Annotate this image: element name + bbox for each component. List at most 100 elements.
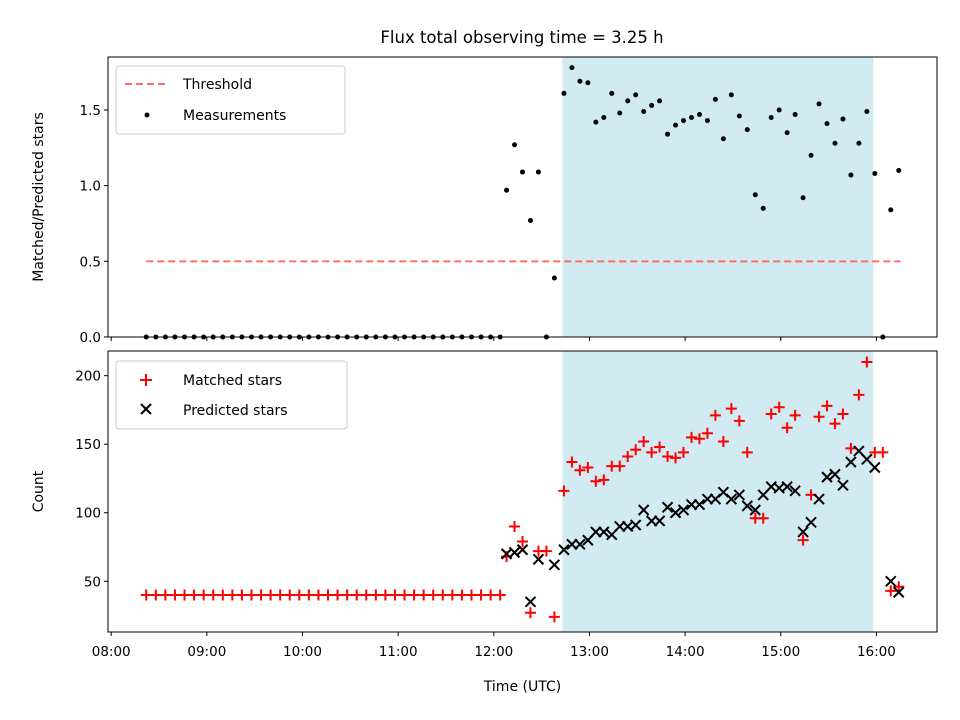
measurements-point bbox=[761, 206, 766, 211]
matched-stars-point bbox=[877, 447, 888, 458]
bottom-x-axis-ticks: 08:00 09:00 10:00 11:00 12:00 13:00 14:00 15:00… bbox=[92, 632, 896, 660]
x-tick-label: 16:00 bbox=[857, 644, 896, 660]
matched-stars-point bbox=[313, 589, 324, 600]
measurements-point bbox=[536, 170, 541, 175]
x-tick-label: 11:00 bbox=[379, 644, 418, 660]
legend-predicted-label: Predicted stars bbox=[183, 403, 288, 419]
y-tick-label: 1.0 bbox=[80, 179, 101, 195]
measurements-point bbox=[713, 97, 718, 102]
matched-stars-point bbox=[227, 589, 238, 600]
top-panel: 0.00.51.01.5 Matched/Predicted stars Thr… bbox=[31, 57, 937, 346]
matched-stars-point bbox=[284, 589, 295, 600]
measurements-point bbox=[585, 80, 590, 85]
measurements-point bbox=[577, 79, 582, 84]
predicted-stars-point bbox=[886, 576, 896, 586]
top-y-axis-ticks: 0.0 0.5 1.0 1.5 bbox=[80, 103, 108, 346]
measurements-point bbox=[705, 118, 710, 123]
measurements-point bbox=[824, 121, 829, 126]
legend-matched-label: Matched stars bbox=[183, 373, 282, 389]
measurements-point bbox=[625, 98, 630, 103]
y-tick-label: 50 bbox=[84, 574, 101, 590]
measurements-point bbox=[721, 136, 726, 141]
measurements-point bbox=[593, 120, 598, 125]
matched-stars-point bbox=[342, 589, 353, 600]
matched-stars-point bbox=[361, 589, 372, 600]
matched-stars-point bbox=[549, 611, 560, 622]
matched-stars-point bbox=[509, 521, 520, 532]
measurements-point bbox=[617, 111, 622, 116]
measurements-point bbox=[769, 115, 774, 120]
measurements-point bbox=[729, 92, 734, 97]
x-tick-label: 14:00 bbox=[666, 644, 705, 660]
predicted-stars-point bbox=[549, 560, 559, 570]
measurements-point bbox=[777, 107, 782, 112]
measurements-point bbox=[896, 168, 901, 173]
measurements-point bbox=[785, 130, 790, 135]
legend-measurements-label: Measurements bbox=[183, 108, 286, 124]
x-tick-label: 15:00 bbox=[761, 644, 800, 660]
measurements-point bbox=[641, 109, 646, 114]
matched-stars-point bbox=[332, 589, 343, 600]
x-axis-label: Time (UTC) bbox=[483, 679, 561, 695]
x-tick-label: 12:00 bbox=[474, 644, 513, 660]
matched-stars-point bbox=[370, 589, 381, 600]
y-tick-label: 100 bbox=[75, 506, 101, 522]
y-tick-label: 0.0 bbox=[80, 330, 101, 346]
measurements-point bbox=[809, 153, 814, 158]
matched-stars-point bbox=[456, 589, 467, 600]
measurements-point bbox=[864, 109, 869, 114]
matched-stars-point bbox=[169, 589, 180, 600]
measurements-point bbox=[832, 141, 837, 146]
y-tick-label: 1.5 bbox=[80, 103, 101, 119]
matched-stars-point bbox=[447, 589, 458, 600]
measurements-point bbox=[657, 98, 662, 103]
matched-stars-point bbox=[179, 589, 190, 600]
measurements-point bbox=[872, 171, 877, 176]
measurements-point bbox=[665, 132, 670, 137]
matched-stars-point bbox=[495, 589, 506, 600]
measurements-point bbox=[609, 91, 614, 96]
matched-stars-point bbox=[399, 589, 410, 600]
measurements-point bbox=[601, 115, 606, 120]
matched-stars-point bbox=[409, 589, 420, 600]
measurements-point bbox=[817, 101, 822, 106]
x-tick-label: 13:00 bbox=[570, 644, 609, 660]
bottom-legend: Matched stars Predicted stars bbox=[116, 361, 347, 429]
x-tick-label: 09:00 bbox=[187, 644, 226, 660]
predicted-stars-point bbox=[510, 547, 520, 557]
matched-stars-point bbox=[428, 589, 439, 600]
bottom-y-axis-label: Count bbox=[31, 470, 47, 512]
measurements-point bbox=[848, 173, 853, 178]
matched-stars-point bbox=[208, 589, 219, 600]
matched-stars-point bbox=[351, 589, 362, 600]
measurements-point bbox=[649, 103, 654, 108]
matched-stars-point bbox=[236, 589, 247, 600]
measurements-point bbox=[753, 192, 758, 197]
top-x-axis-ticks bbox=[111, 337, 876, 341]
legend-threshold-label: Threshold bbox=[182, 77, 252, 93]
measurements-point bbox=[673, 123, 678, 128]
measurements-point bbox=[856, 141, 861, 146]
measurements-point bbox=[561, 91, 566, 96]
bottom-observing-window-shading bbox=[562, 351, 873, 632]
measurements-point bbox=[504, 188, 509, 193]
predicted-stars-point bbox=[525, 597, 535, 607]
measurements-point bbox=[689, 115, 694, 120]
measurements-point bbox=[840, 117, 845, 122]
bottom-panel: 50 100 150 200 08:00 09:00 10:00 11:00 12:00 13:… bbox=[31, 351, 937, 695]
measurements-point bbox=[520, 170, 525, 175]
chart-title: Flux total observing time = 3.25 h bbox=[380, 28, 663, 47]
y-tick-label: 150 bbox=[75, 437, 101, 453]
figure: Flux total observing time = 3.25 h 0.00.… bbox=[0, 0, 960, 720]
matched-stars-point bbox=[380, 589, 391, 600]
measurements-point bbox=[528, 218, 533, 223]
matched-stars-point bbox=[189, 589, 200, 600]
x-tick-label: 08:00 bbox=[92, 644, 131, 660]
measurements-point bbox=[633, 92, 638, 97]
matched-stars-point bbox=[265, 589, 276, 600]
matched-stars-point bbox=[389, 589, 400, 600]
measurements-point bbox=[745, 127, 750, 132]
matched-stars-point bbox=[525, 607, 536, 618]
matched-stars-point bbox=[160, 589, 171, 600]
measurements-point bbox=[569, 65, 574, 70]
